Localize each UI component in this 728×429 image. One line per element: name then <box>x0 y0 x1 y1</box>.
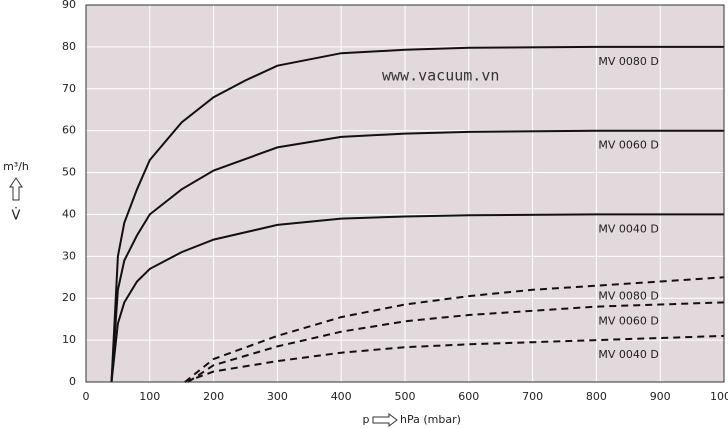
y-tick-label: 40 <box>62 207 76 220</box>
series-label: MV 0080 D <box>598 55 658 68</box>
series-line <box>184 334 725 383</box>
y-tick-label: 80 <box>62 40 76 53</box>
x-tick-label: 900 <box>650 390 671 403</box>
series-label: MV 0040 D <box>598 348 658 361</box>
x-tick-label: 1000 <box>710 390 728 403</box>
series-label: MV 0040 D <box>598 222 658 235</box>
y-arrow <box>9 177 23 201</box>
series-line <box>187 301 725 383</box>
y-tick-label: 20 <box>62 291 76 304</box>
y-tick-label: 70 <box>62 82 76 95</box>
y-tick-label: 10 <box>62 333 76 346</box>
x-tick-label: 100 <box>139 390 160 403</box>
x-axis-label: hPa (mbar) <box>400 413 461 426</box>
series-line <box>110 129 724 383</box>
x-tick-label: 200 <box>203 390 224 403</box>
series-line <box>184 276 725 383</box>
x-tick-label: 300 <box>267 390 288 403</box>
x-axis-symbol: p <box>363 413 370 426</box>
series-label: MV 0060 D <box>598 139 658 152</box>
y-tick-label: 60 <box>62 124 76 137</box>
x-arrow <box>372 413 398 427</box>
x-tick-label: 800 <box>586 390 607 403</box>
series-label: MV 0060 D <box>598 314 658 327</box>
series-label: MV 0080 D <box>598 289 658 302</box>
y-tick-label: 50 <box>62 166 76 179</box>
y-axis-symbol: V̇ <box>12 208 21 223</box>
y-tick-label: 30 <box>62 249 76 262</box>
y-tick-label: 0 <box>69 375 76 388</box>
x-tick-label: 0 <box>83 390 90 403</box>
plot-frame <box>85 4 725 383</box>
x-tick-label: 400 <box>331 390 352 403</box>
series-line <box>110 213 724 383</box>
x-tick-label: 600 <box>458 390 479 403</box>
series-line <box>110 45 724 383</box>
x-tick-label: 500 <box>395 390 416 403</box>
x-tick-label: 700 <box>522 390 543 403</box>
watermark: www.vacuum.vn <box>382 67 499 85</box>
y-tick-label: 90 <box>62 0 76 11</box>
y-axis-unit: m³/h <box>3 160 29 173</box>
